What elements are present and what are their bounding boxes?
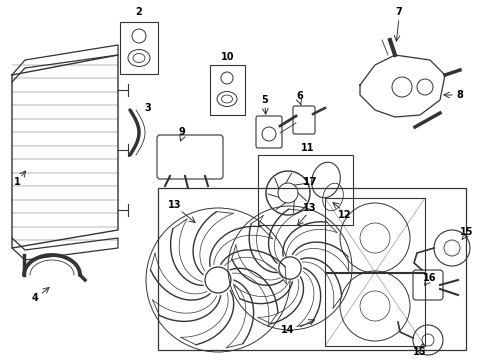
Text: 14: 14 [281, 325, 295, 335]
Text: 7: 7 [395, 7, 402, 17]
Bar [258, 155, 353, 225]
Text: 13: 13 [168, 200, 182, 210]
Text: 2: 2 [136, 7, 143, 17]
Circle shape [205, 267, 231, 293]
Circle shape [279, 257, 301, 279]
Text: 15: 15 [460, 227, 474, 237]
Text: 1: 1 [14, 177, 21, 187]
Bar [325, 198, 425, 346]
Text: 8: 8 [457, 90, 464, 100]
Text: 4: 4 [32, 293, 38, 303]
Text: 10: 10 [221, 52, 235, 62]
Bar [120, 22, 158, 74]
Text: 6: 6 [296, 91, 303, 101]
Text: 15: 15 [413, 347, 427, 357]
Text: 17: 17 [303, 177, 318, 187]
Text: 12: 12 [338, 210, 352, 220]
Text: 16: 16 [423, 273, 437, 283]
Text: 3: 3 [145, 103, 151, 113]
Text: 5: 5 [262, 95, 269, 105]
Text: 11: 11 [301, 143, 315, 153]
Bar [158, 188, 466, 350]
Bar [210, 65, 245, 115]
Text: 9: 9 [179, 127, 185, 137]
Text: 13: 13 [303, 203, 317, 213]
